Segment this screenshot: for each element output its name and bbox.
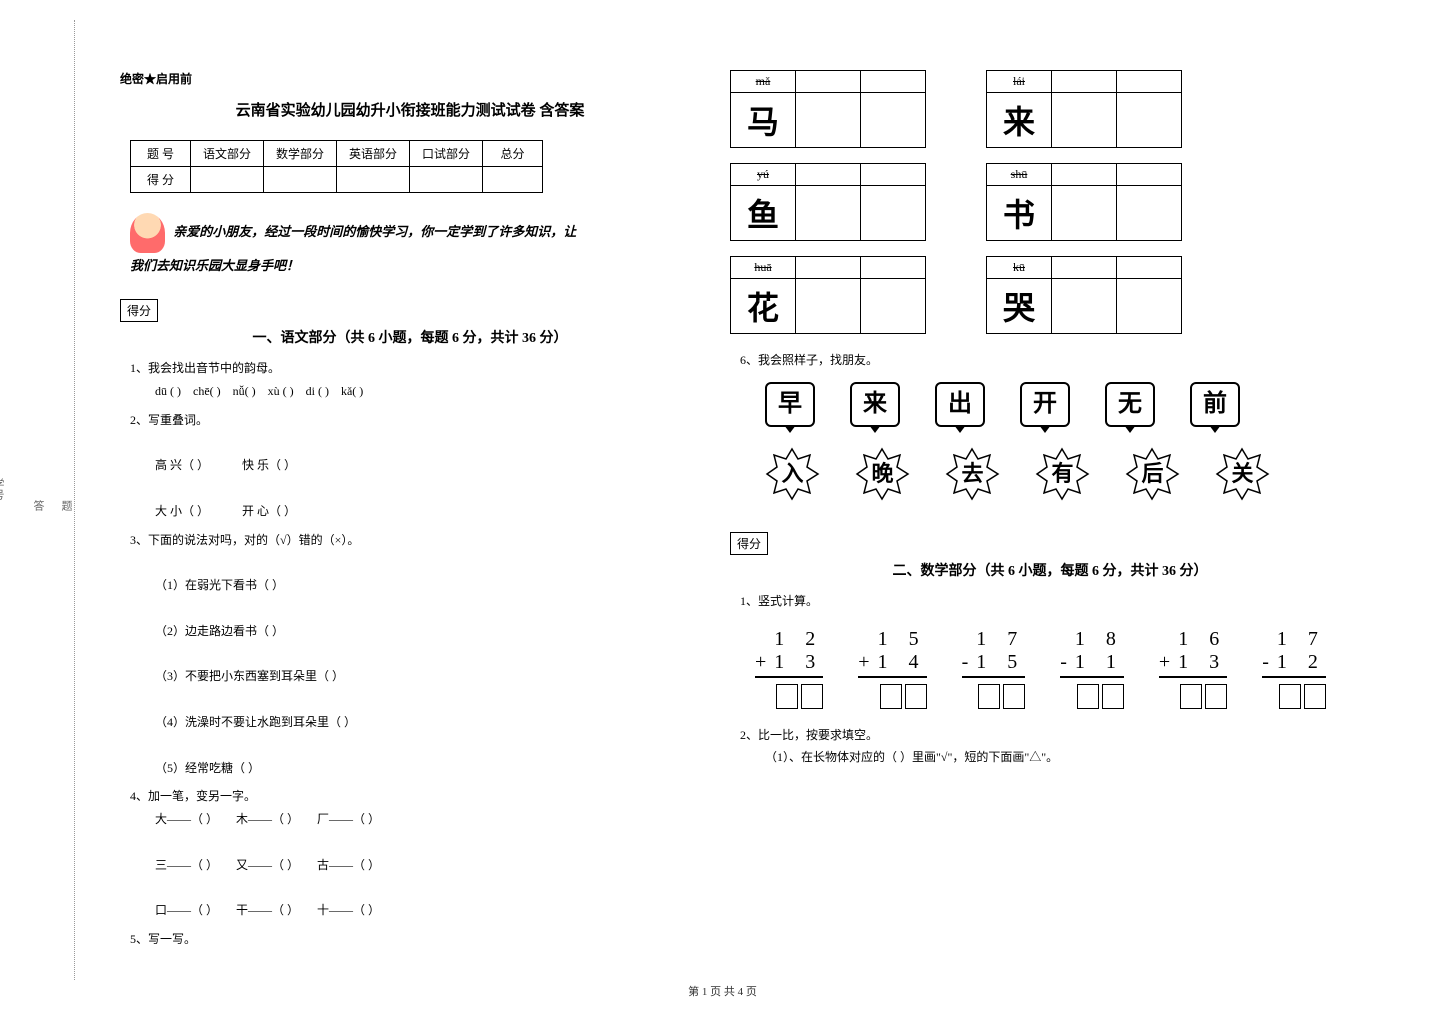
math-q2-sub: （1）、在长物体对应的（ ）里画"√"，短的下面画"△"。 (765, 746, 1370, 769)
char-write-container: mǎ马 lái来 yú鱼 shū书 huā花 kū哭 (730, 70, 1370, 334)
intro-text-2: 我们去知识乐园大显身手吧！ (130, 258, 299, 273)
char-write-box: mǎ马 (730, 70, 926, 148)
math-q1: 1、竖式计算。 (740, 590, 1370, 613)
exam-title: 云南省实验幼儿园幼升小衔接班能力测试试卷 含答案 (120, 99, 700, 120)
math-problem: 1 5+1 4 (858, 628, 926, 709)
question-3: 3、下面的说法对吗，对的（√）错的（×）。 （1）在弱光下看书（ ） （2）边走… (130, 529, 700, 780)
q1-text: 1、我会找出音节中的韵母。 (130, 357, 700, 380)
match-box: 早 (765, 382, 815, 427)
star-box: 有 (1035, 447, 1090, 502)
intro-text-1: 亲爱的小朋友，经过一段时间的愉快学习，你一定学到了许多知识，让 (173, 224, 576, 239)
score-table: 题 号 语文部分 数学部分 英语部分 口试部分 总分 得 分 (130, 140, 543, 193)
binding-sidebar: 题 答 学号______ 准 姓名______ 不 内 班级______ 线 封… (45, 20, 75, 980)
table-row: 得 分 (131, 167, 543, 193)
question-5: 5、写一写。 (130, 928, 700, 951)
match-box: 出 (935, 382, 985, 427)
math-problem: 1 8-1 1 (1060, 628, 1124, 709)
sidebar-labels: 题 答 学号______ 准 姓名______ 不 内 班级______ 线 封… (0, 30, 74, 980)
math-problems: 1 2+1 3 1 5+1 4 1 7-1 5 1 8-1 1 1 6+1 3 1 7-1… (755, 628, 1370, 709)
math-problem: 1 7-1 2 (1262, 628, 1326, 709)
math-q2-text: 2、比一比，按要求填空。 (740, 724, 1370, 747)
q1-items: dū ( ) chē( ) nǚ( ) xù ( ) di ( ) kǎ( ) (155, 380, 700, 403)
star-box: 关 (1215, 447, 1270, 502)
char-write-box: lái来 (986, 70, 1182, 148)
star-box: 入 (765, 447, 820, 502)
q4-text: 4、加一笔，变另一字。 (130, 785, 700, 808)
q4-items: 大——（ ） 木——（ ） 厂——（ ） 三——（ ） 又——（ ） 古——（ … (155, 808, 700, 922)
left-column: 绝密★启用前 云南省实验幼儿园幼升小衔接班能力测试试卷 含答案 题 号 语文部分… (120, 70, 700, 957)
char-write-box: yú鱼 (730, 163, 926, 241)
match-box: 开 (1020, 382, 1070, 427)
math-problem: 1 2+1 3 (755, 628, 823, 709)
page-footer: 第 1 页 共 4 页 (0, 983, 1445, 999)
q6-text: 6、我会照样子，找朋友。 (740, 349, 1370, 372)
match-row-bottom: 入晚去有后关 (765, 447, 1370, 502)
question-2: 2、写重叠词。 高 兴（ ） 快 乐（ ） 大 小（ ） 开 心（ ） (130, 409, 700, 523)
score-box: 得分 (730, 532, 768, 555)
q2-text: 2、写重叠词。 (130, 409, 700, 432)
score-box-wrap: 得分 (120, 289, 700, 322)
char-write-box: kū哭 (986, 256, 1182, 334)
star-box: 后 (1125, 447, 1180, 502)
match-row-top: 早来出开无前 (765, 382, 1370, 427)
math-q2: 2、比一比，按要求填空。 （1）、在长物体对应的（ ）里画"√"，短的下面画"△… (740, 724, 1370, 770)
score-box: 得分 (120, 299, 158, 322)
section-1-title: 一、语文部分（共 6 小题，每题 6 分，共计 36 分） (120, 327, 700, 347)
intro-block: 亲爱的小朋友，经过一段时间的愉快学习，你一定学到了许多知识，让 我们去知识乐园大… (130, 213, 700, 279)
question-4: 4、加一笔，变另一字。 大——（ ） 木——（ ） 厂——（ ） 三——（ ） … (130, 785, 700, 922)
question-1: 1、我会找出音节中的韵母。 dū ( ) chē( ) nǚ( ) xù ( )… (130, 357, 700, 403)
section-2-title: 二、数学部分（共 6 小题，每题 6 分，共计 36 分） (730, 560, 1370, 580)
right-column: mǎ马 lái来 yú鱼 shū书 huā花 kū哭 6、我会照样子，找朋友。 早来出开无… (730, 70, 1370, 775)
math-problem: 1 7-1 5 (962, 628, 1026, 709)
question-6: 6、我会照样子，找朋友。 早来出开无前 入晚去有后关 (740, 349, 1370, 502)
star-box: 晚 (855, 447, 910, 502)
char-write-box: huā花 (730, 256, 926, 334)
q2-items: 高 兴（ ） 快 乐（ ） 大 小（ ） 开 心（ ） (155, 454, 700, 522)
cartoon-child-icon (130, 213, 165, 253)
table-row: 题 号 语文部分 数学部分 英语部分 口试部分 总分 (131, 141, 543, 167)
q3-text: 3、下面的说法对吗，对的（√）错的（×）。 (130, 529, 700, 552)
star-box: 去 (945, 447, 1000, 502)
q3-items: （1）在弱光下看书（ ） （2）边走路边看书（ ） （3）不要把小东西塞到耳朵里… (155, 574, 700, 779)
match-box: 无 (1105, 382, 1155, 427)
match-box: 来 (850, 382, 900, 427)
match-box: 前 (1190, 382, 1240, 427)
score-box-wrap-2: 得分 (730, 522, 1370, 555)
math-problem: 1 6+1 3 (1159, 628, 1227, 709)
confidential-label: 绝密★启用前 (120, 70, 700, 87)
char-write-box: shū书 (986, 163, 1182, 241)
